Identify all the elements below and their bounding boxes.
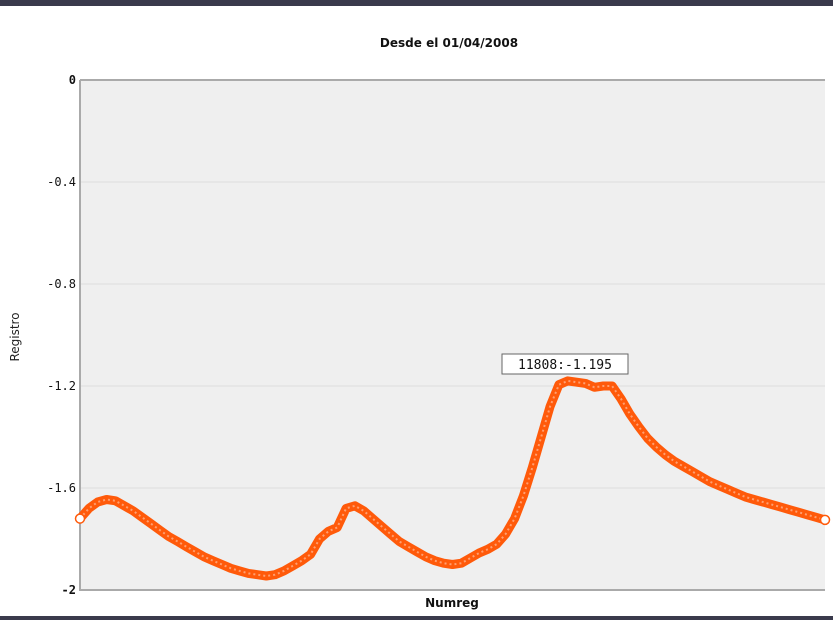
y-tick-labels: 0 -0.4 -0.8 -1.2 -1.6 -2 [47,73,76,597]
top-bar [0,0,833,6]
data-point [74,513,86,524]
tooltip-text: 11808:-1.195 [518,358,612,373]
y-tick-label: 0 [69,73,76,87]
y-axis-label: Registro [8,312,22,361]
chart-title: Desde el 01/04/2008 [380,36,518,50]
y-tick-label: -1.2 [47,379,76,393]
y-tick-label: -2 [62,583,76,597]
y-tick-label: -0.8 [47,277,76,291]
series-path [75,376,830,581]
y-tick-label: -1.6 [47,481,76,495]
x-axis-label: Numreg [425,596,479,610]
y-tick-label: -0.4 [47,175,76,189]
axes [79,79,825,591]
data-point [819,514,831,526]
series-line [74,376,831,581]
bottom-bar [0,616,833,620]
plot-area [80,80,825,590]
data-tooltip: 11808:-1.195 [501,353,629,375]
grid-lines [80,181,825,489]
